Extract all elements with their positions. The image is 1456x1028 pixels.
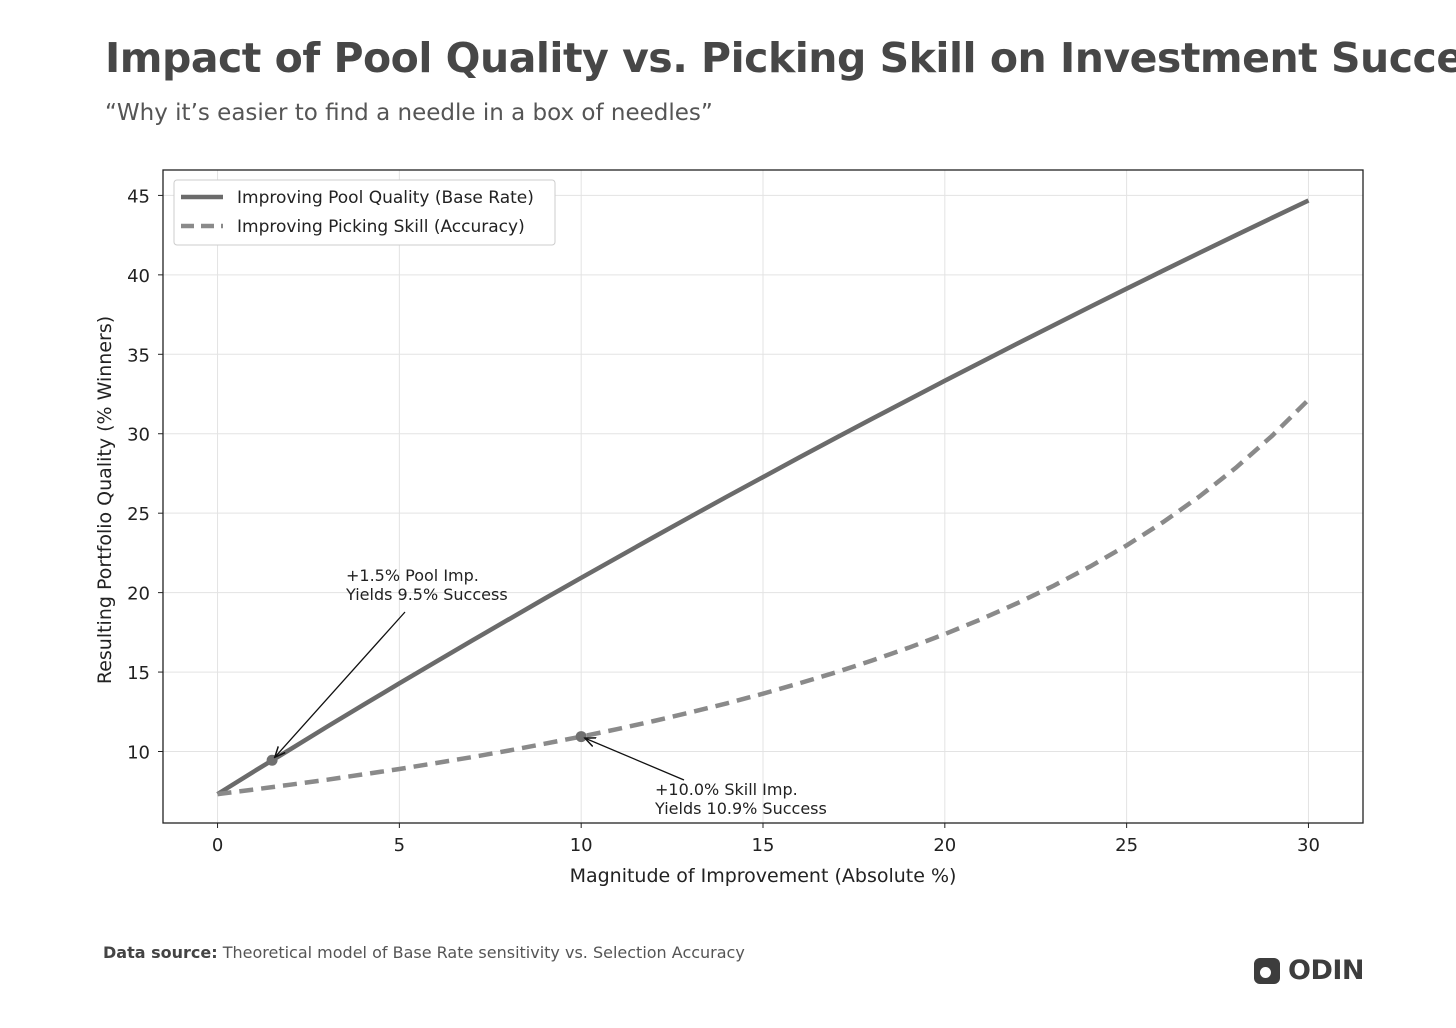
annotation-text: +1.5% Pool Imp. bbox=[346, 566, 479, 585]
ticks: 0 5 10 15 20 25 30 10 15 20 25 30 35 40 45 bbox=[127, 186, 1320, 856]
chart-subtitle: “Why it’s easier to find a needle in a b… bbox=[105, 100, 713, 126]
legend-label-skill: Improving Picking Skill (Accuracy) bbox=[237, 217, 525, 237]
x-tick-label: 0 bbox=[212, 835, 223, 856]
logo-text: ODIN bbox=[1288, 955, 1365, 986]
y-tick-label: 35 bbox=[127, 345, 150, 366]
annotations: +1.5% Pool Imp.Yields 9.5% Success +10.0%… bbox=[266, 566, 827, 818]
y-tick-label: 30 bbox=[127, 425, 150, 446]
y-tick-label: 25 bbox=[127, 504, 150, 525]
annotation-text: Yields 9.5% Success bbox=[345, 585, 508, 604]
legend: Improving Pool Quality (Base Rate) Impro… bbox=[173, 179, 556, 246]
source-label: Data source: bbox=[103, 943, 218, 962]
x-tick-label: 25 bbox=[1115, 835, 1138, 856]
x-tick-label: 5 bbox=[394, 835, 405, 856]
annotation-arrow bbox=[275, 611, 406, 757]
legend-label-pool: Improving Pool Quality (Base Rate) bbox=[237, 188, 534, 208]
chart-title: Impact of Pool Quality vs. Picking Skill… bbox=[105, 34, 1456, 82]
annotation-text: Yields 10.9% Success bbox=[654, 799, 827, 818]
source-text: Theoretical model of Base Rate sensitivi… bbox=[217, 943, 745, 962]
x-tick-label: 15 bbox=[752, 835, 775, 856]
y-tick-label: 40 bbox=[127, 266, 150, 287]
y-axis-label: Resulting Portfolio Quality (% Winners) bbox=[94, 316, 116, 684]
annotation-text: +10.0% Skill Imp. bbox=[655, 780, 798, 799]
x-axis-label: Magnitude of Improvement (Absolute %) bbox=[570, 865, 957, 887]
grid bbox=[163, 170, 1363, 823]
annotation-arrow bbox=[585, 738, 685, 781]
odin-logo-icon bbox=[1254, 957, 1280, 984]
series-lines bbox=[216, 198, 1311, 797]
series-line-pool-quality bbox=[216, 198, 1310, 797]
y-tick-label: 45 bbox=[127, 186, 150, 207]
x-tick-label: 20 bbox=[933, 835, 956, 856]
y-tick-label: 10 bbox=[127, 743, 150, 764]
y-tick-label: 15 bbox=[127, 663, 150, 684]
legend-box bbox=[173, 179, 556, 246]
odin-logo: ODIN bbox=[1254, 955, 1365, 986]
y-tick-label: 20 bbox=[127, 584, 150, 605]
x-tick-label: 30 bbox=[1297, 835, 1320, 856]
data-source-note: Data source: Theoretical model of Base R… bbox=[103, 943, 745, 962]
annotation-point bbox=[575, 731, 587, 743]
series-line-picking-skill bbox=[217, 398, 1311, 797]
x-tick-label: 10 bbox=[570, 835, 593, 856]
